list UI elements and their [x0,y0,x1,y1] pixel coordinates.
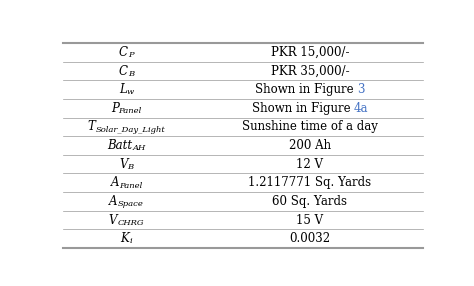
Text: 60 Sq. Yards: 60 Sq. Yards [273,195,347,208]
Text: CHRG: CHRG [117,219,144,227]
Text: 4a: 4a [354,102,368,115]
Text: P: P [128,51,134,59]
Text: w: w [127,88,134,96]
Text: V: V [109,214,117,227]
Text: C: C [119,46,128,59]
Text: i: i [129,237,132,245]
Text: 200 Ah: 200 Ah [289,139,331,152]
Text: 1.2117771 Sq. Yards: 1.2117771 Sq. Yards [248,176,372,189]
Text: L: L [119,83,127,96]
Text: AH: AH [132,144,146,152]
Text: Solar_Day_Light: Solar_Day_Light [95,126,165,134]
Text: PKR 35,000/-: PKR 35,000/- [271,65,349,78]
Text: Shown in Figure: Shown in Figure [255,83,357,96]
Text: B: B [128,163,134,171]
Text: C: C [118,65,128,78]
Text: V: V [119,158,128,171]
Text: Space: Space [118,200,144,208]
Text: Batt: Batt [107,139,132,152]
Text: 15 V: 15 V [296,214,324,227]
Text: T: T [88,120,95,133]
Text: 3: 3 [357,83,365,96]
Text: Sunshine time of a day: Sunshine time of a day [242,120,378,133]
Text: P: P [111,102,118,115]
Text: K: K [120,232,129,245]
Text: PKR 15,000/-: PKR 15,000/- [271,46,349,59]
Text: Shown in Figure: Shown in Figure [252,102,354,115]
Text: A: A [110,176,119,189]
Text: Panel: Panel [118,107,142,115]
Text: 12 V: 12 V [296,158,323,171]
Text: Panel: Panel [119,182,142,190]
Text: 0.0032: 0.0032 [290,232,330,245]
Text: A: A [109,195,118,208]
Text: B: B [128,70,134,78]
